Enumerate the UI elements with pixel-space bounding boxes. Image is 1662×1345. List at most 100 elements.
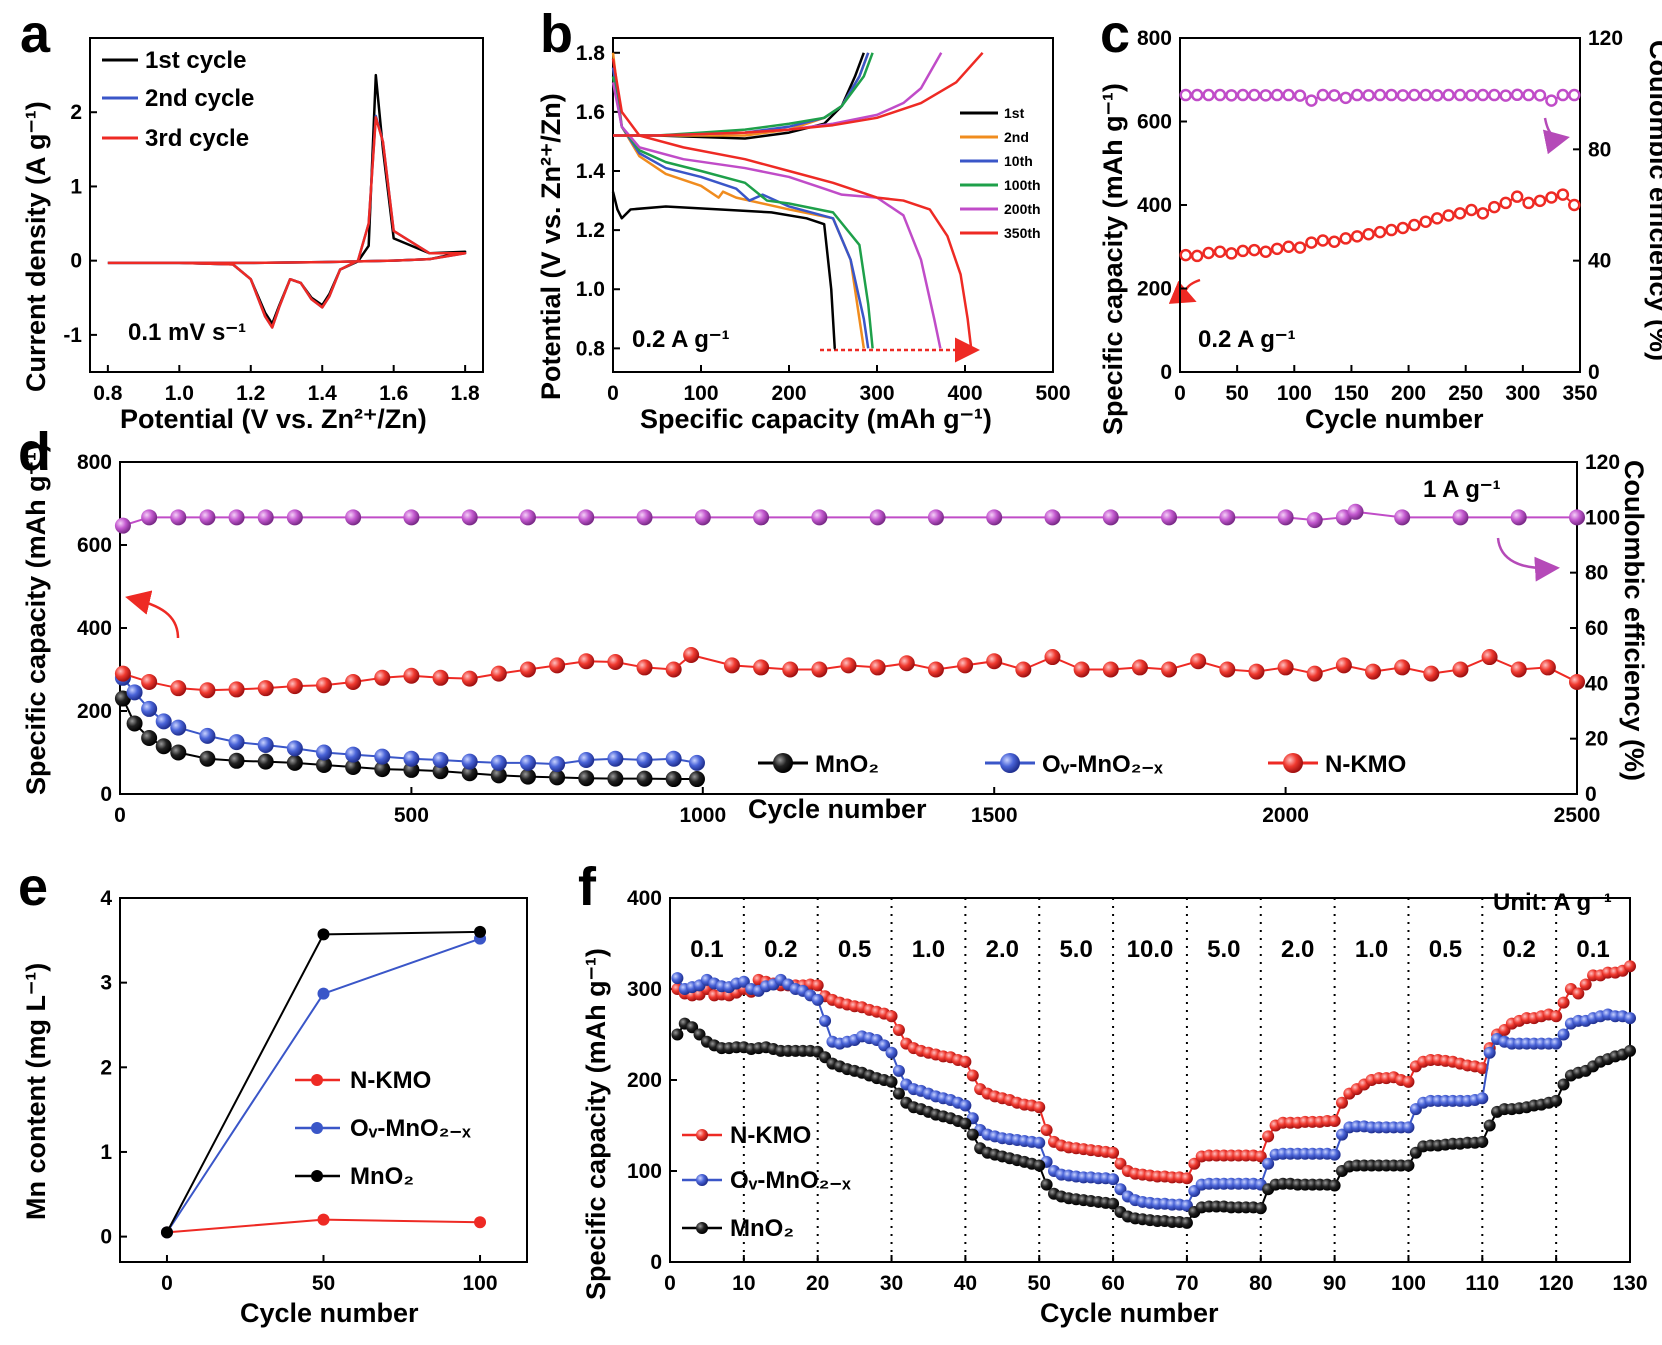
panel-c-efficiency-point bbox=[1225, 89, 1238, 102]
panel-d-series-4-point bbox=[141, 509, 158, 526]
panel-c-capacity-point bbox=[1408, 218, 1421, 232]
panel-d-series-4-point bbox=[403, 509, 420, 526]
panel-d-series-2-point bbox=[155, 713, 172, 730]
panel-d-series-3-point bbox=[811, 661, 828, 678]
panel-d-series-1-point bbox=[345, 759, 362, 776]
legend-e-ov-mno2: Oᵥ-MnO₂₋ₓ bbox=[350, 1115, 471, 1142]
panel-letter-c: c bbox=[1100, 4, 1130, 64]
legend-a-2nd: 2nd cycle bbox=[145, 85, 254, 112]
panel-d-ytick-label: 400 bbox=[77, 617, 112, 640]
panel-b-discharge-6 bbox=[611, 58, 973, 349]
panel-c-capacity-point bbox=[1499, 196, 1512, 210]
panel-f-series-3-point bbox=[1328, 1179, 1341, 1192]
panel-e-series-1-point bbox=[317, 1213, 330, 1226]
panel-f-series-2-point bbox=[737, 975, 750, 988]
panel-c-efficiency-point bbox=[1568, 88, 1581, 102]
panel-d-series-2-point bbox=[461, 753, 478, 770]
panel-d-y2tick-label: 80 bbox=[1585, 562, 1608, 585]
legend-f-nkmo: N-KMO bbox=[730, 1122, 811, 1149]
panel-c-efficiency-point bbox=[1499, 89, 1512, 102]
panel-f-series-1-point bbox=[1033, 1101, 1046, 1114]
panel-d-series-1-point bbox=[432, 763, 449, 780]
panel-d-series-3-point bbox=[1131, 659, 1148, 676]
panel-letter-a: a bbox=[20, 4, 51, 64]
panel-f-rate-label: 0.2 bbox=[764, 936, 797, 963]
panel-d-series-3-point bbox=[1190, 653, 1207, 670]
panel-c-efficiency-point bbox=[1556, 88, 1570, 102]
panel-c-efficiency-point bbox=[1396, 89, 1410, 102]
panel-f-xtick-label: 80 bbox=[1249, 1272, 1272, 1295]
panel-d-series-4-point bbox=[257, 509, 274, 526]
legend-f-mno2: MnO₂ bbox=[730, 1215, 794, 1242]
panel-c-capacity-point bbox=[1465, 203, 1478, 217]
panel-d-series-3-point bbox=[1306, 665, 1323, 682]
panel-f-rate-label: 2.0 bbox=[1281, 936, 1314, 963]
panel-c-capacity-point bbox=[1430, 212, 1444, 225]
panel-e-series-3 bbox=[166, 930, 481, 1233]
panel-c-efficiency-point bbox=[1453, 88, 1467, 102]
panel-d-current: 1 A g⁻¹ bbox=[1423, 476, 1501, 503]
panel-c-efficiency-point bbox=[1282, 88, 1295, 102]
panel-f-series-1-point bbox=[1476, 1062, 1489, 1075]
panel-a-xtick-label: 1.2 bbox=[236, 382, 265, 405]
panel-c-efficiency-point bbox=[1202, 88, 1215, 102]
panel-c-capacity-point bbox=[1556, 188, 1570, 201]
panel-d-series-1-point bbox=[519, 768, 536, 785]
panel-d-series-2-point bbox=[636, 751, 653, 768]
legend-d-ov-mno2: Oᵥ-MnO₂₋ₓ bbox=[1042, 751, 1163, 778]
panel-f-series-2-point bbox=[1262, 1157, 1275, 1170]
panel-d-series-4-point bbox=[199, 509, 216, 526]
panel-c-capacity-point bbox=[1328, 235, 1341, 248]
panel-f-series-1-point bbox=[1328, 1114, 1341, 1127]
panel-f-series-2-point bbox=[819, 1014, 832, 1027]
panel-d-series-1-point bbox=[228, 752, 245, 769]
panel-f-xtick-label: 30 bbox=[880, 1272, 903, 1295]
panel-f-rate-label: 5.0 bbox=[1207, 936, 1240, 963]
panel-e-ytick-label: 4 bbox=[100, 887, 112, 910]
legend-d bbox=[758, 753, 1318, 773]
panel-e-ytick-label: 0 bbox=[100, 1226, 112, 1249]
panel-f-series-1-point bbox=[1572, 987, 1585, 1000]
panel-c-ylabel2: Coulombic efficiency (%) bbox=[1644, 40, 1662, 361]
panel-f-series-2-point bbox=[1033, 1136, 1046, 1149]
panel-d-series-1-point bbox=[607, 770, 624, 787]
panel-f-series-1-point bbox=[885, 1010, 898, 1023]
panel-d-xtick-label: 1000 bbox=[679, 804, 726, 827]
panel-a-ytick-label: -1 bbox=[63, 324, 82, 347]
panel-d-y2tick-label: 120 bbox=[1585, 451, 1620, 474]
panel-d-series-2-point bbox=[170, 719, 187, 736]
panel-f-series-2-point bbox=[1328, 1148, 1341, 1161]
panel-d-series-1-point bbox=[170, 744, 187, 761]
panel-f-rate-label: 5.0 bbox=[1059, 936, 1092, 963]
panel-c-y2tick-label: 0 bbox=[1588, 361, 1600, 384]
panel-f-xtick-label: 100 bbox=[1391, 1272, 1426, 1295]
panel-f-ylabel: Specific capacity (mAh g⁻¹) bbox=[581, 948, 611, 1300]
panel-c-efficiency-point bbox=[1328, 89, 1341, 102]
panel-f-series-1-point bbox=[1579, 978, 1592, 991]
panel-letter-e: e bbox=[18, 857, 48, 917]
panel-d-series-1-point bbox=[549, 769, 566, 786]
panel-d-series-2-point bbox=[490, 754, 507, 771]
panel-d-series-4-point bbox=[869, 509, 886, 526]
legend-b-10th: 10th bbox=[1004, 153, 1033, 169]
panel-d-series-3-point bbox=[1219, 661, 1236, 678]
panel-f-series-1-point bbox=[1107, 1146, 1120, 1159]
panel-d-series-3-point bbox=[665, 661, 682, 678]
panel-c-xtick-label: 100 bbox=[1277, 382, 1312, 405]
panel-d-series-4-point bbox=[345, 509, 362, 526]
panel-e-series-3-point bbox=[317, 928, 330, 941]
panel-c-efficiency-point bbox=[1293, 89, 1307, 102]
panel-c-efficiency-point bbox=[1465, 89, 1478, 102]
panel-c-capacity-point bbox=[1522, 196, 1535, 210]
panel-f-series-2-point bbox=[1107, 1173, 1120, 1186]
panel-c-xtick-label: 200 bbox=[1391, 382, 1426, 405]
panel-d-series-2-point bbox=[549, 756, 566, 773]
panel-letter-d: d bbox=[18, 422, 51, 482]
panel-c-ylabel: Specific capacity (mAh g⁻¹) bbox=[1098, 83, 1128, 435]
panel-f-xlabel: Cycle number bbox=[1040, 1298, 1219, 1328]
panel-d-y2tick-label: 40 bbox=[1585, 672, 1608, 695]
panel-c-efficiency-point bbox=[1488, 88, 1501, 102]
panel-c-efficiency-point bbox=[1545, 94, 1558, 107]
panel-f-ytick-label: 100 bbox=[627, 1160, 662, 1183]
panel-d-series-1-point bbox=[490, 767, 507, 784]
